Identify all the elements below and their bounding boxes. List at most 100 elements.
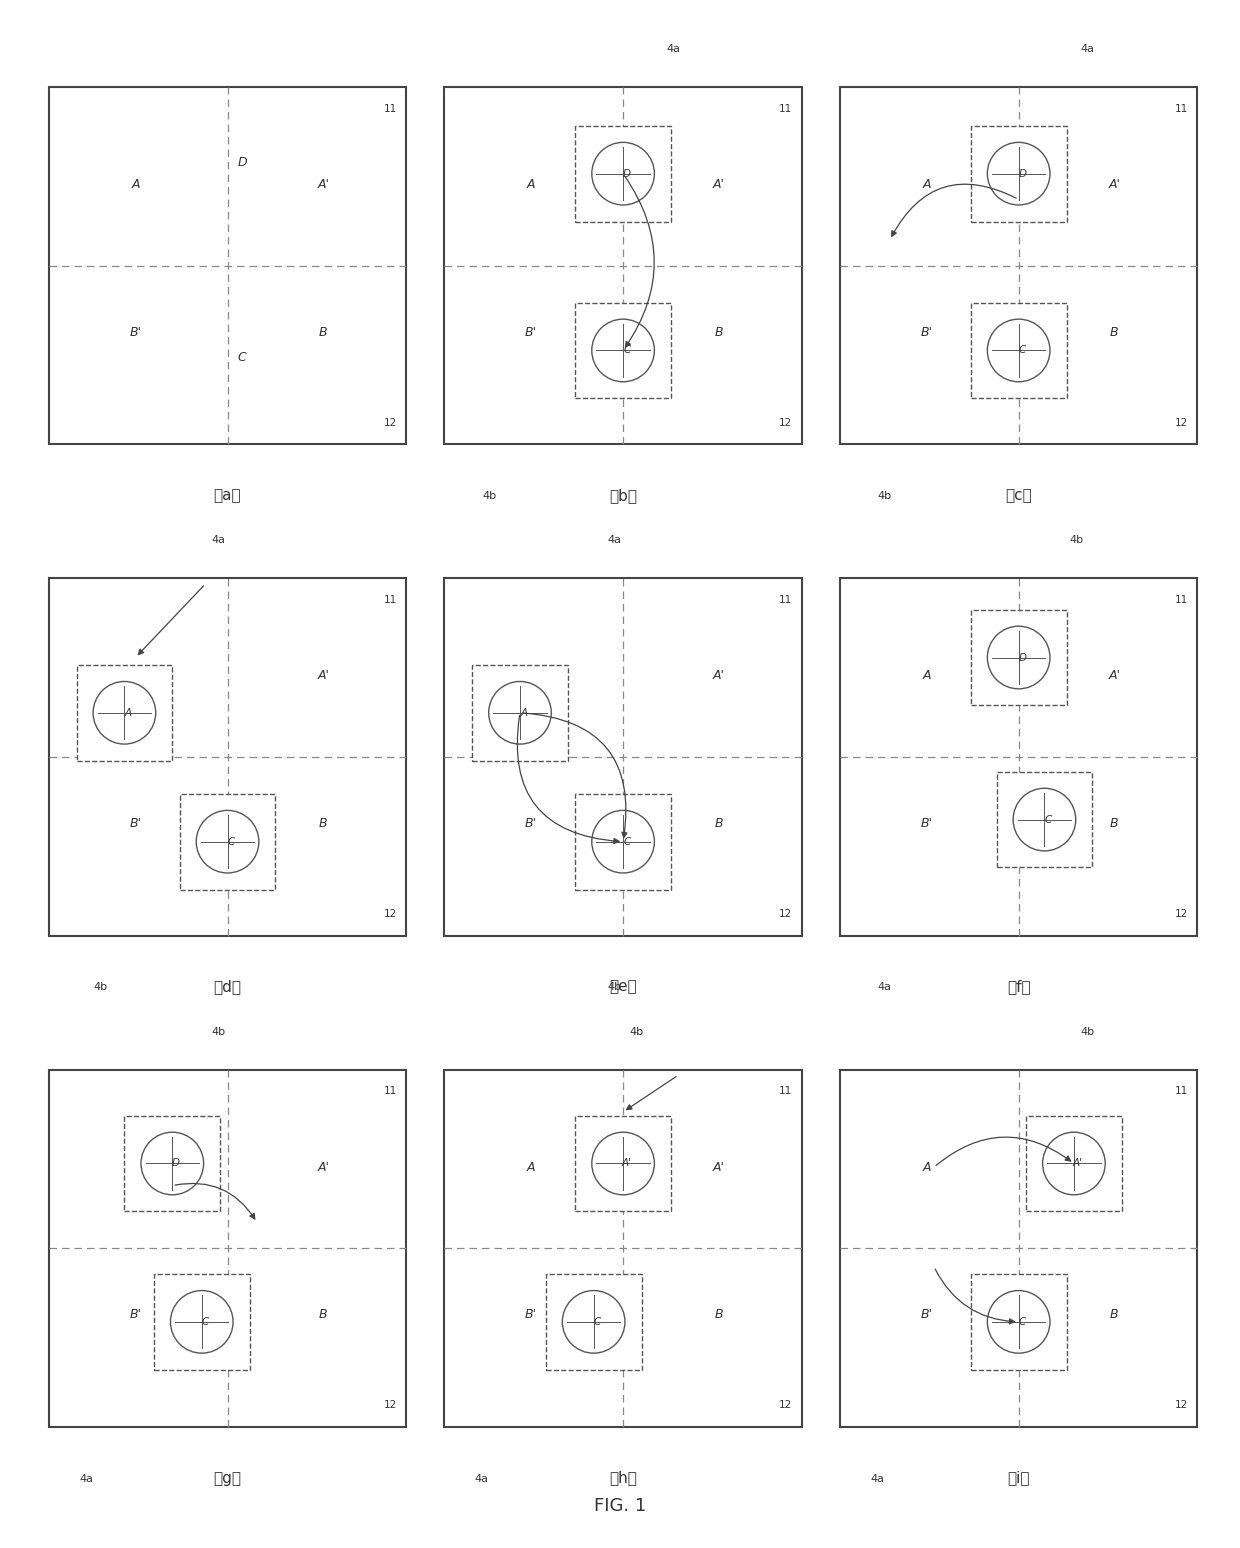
- Text: B: B: [319, 325, 327, 339]
- Text: B: B: [319, 817, 327, 830]
- Text: 11: 11: [779, 104, 792, 113]
- Bar: [1025, 1116, 1122, 1212]
- Text: A': A': [713, 178, 725, 192]
- Bar: [546, 1274, 641, 1370]
- Text: （f）: （f）: [1007, 980, 1030, 994]
- Bar: [971, 610, 1066, 706]
- Text: D: D: [1018, 169, 1027, 178]
- Text: B': B': [525, 817, 537, 830]
- Text: B': B': [920, 1308, 932, 1320]
- Text: 11: 11: [383, 594, 397, 605]
- Text: 4a: 4a: [212, 536, 226, 545]
- Text: （g）: （g）: [213, 1471, 242, 1486]
- Text: A: A: [131, 178, 140, 192]
- Text: C: C: [1044, 814, 1052, 825]
- Text: A: A: [131, 669, 140, 683]
- Circle shape: [196, 810, 259, 873]
- Text: A: A: [527, 178, 536, 192]
- Text: 4b: 4b: [94, 983, 108, 992]
- Text: D: D: [622, 169, 631, 178]
- Text: 12: 12: [383, 418, 397, 427]
- Text: 11: 11: [383, 104, 397, 113]
- Bar: [575, 125, 671, 221]
- Text: A': A': [317, 1161, 330, 1173]
- Text: 11: 11: [779, 1087, 792, 1096]
- Text: 4a: 4a: [475, 1474, 489, 1483]
- Text: A': A': [317, 178, 330, 192]
- Text: C: C: [228, 836, 234, 847]
- Text: 12: 12: [1174, 1401, 1188, 1410]
- Text: C: C: [1019, 345, 1025, 356]
- Bar: [971, 1274, 1066, 1370]
- Text: D: D: [172, 1158, 180, 1169]
- Text: 12: 12: [1174, 418, 1188, 427]
- Circle shape: [1043, 1132, 1105, 1195]
- Bar: [575, 1116, 671, 1212]
- Text: 4b: 4b: [1080, 1026, 1094, 1037]
- Text: D: D: [237, 156, 247, 169]
- Text: B: B: [714, 1308, 723, 1320]
- Text: A: A: [923, 1161, 931, 1173]
- Text: （c）: （c）: [1006, 488, 1032, 503]
- Text: （d）: （d）: [213, 980, 242, 994]
- Text: B': B': [129, 325, 141, 339]
- Text: B: B: [714, 817, 723, 830]
- Text: FIG. 1: FIG. 1: [594, 1497, 646, 1515]
- Text: B': B': [525, 1308, 537, 1320]
- Circle shape: [562, 1291, 625, 1353]
- Text: C: C: [594, 1317, 601, 1327]
- Text: （b）: （b）: [609, 488, 637, 503]
- Circle shape: [591, 810, 655, 873]
- Text: A': A': [713, 1161, 725, 1173]
- Text: 4a: 4a: [666, 45, 680, 54]
- Text: C: C: [202, 1317, 210, 1327]
- Text: A: A: [527, 669, 536, 683]
- Text: 11: 11: [1174, 1087, 1188, 1096]
- Text: 12: 12: [779, 418, 792, 427]
- Text: 4a: 4a: [870, 1474, 884, 1483]
- Text: 12: 12: [383, 909, 397, 920]
- Text: A': A': [621, 1158, 632, 1169]
- Bar: [997, 772, 1092, 867]
- Text: A': A': [1109, 1161, 1121, 1173]
- Text: B: B: [1110, 1308, 1118, 1320]
- Text: （e）: （e）: [609, 980, 637, 994]
- Text: A: A: [527, 1161, 536, 1173]
- Text: A: A: [923, 178, 931, 192]
- Bar: [971, 302, 1066, 398]
- Circle shape: [170, 1291, 233, 1353]
- Text: 4b: 4b: [212, 1026, 226, 1037]
- Text: （a）: （a）: [213, 488, 242, 503]
- Text: 11: 11: [383, 1087, 397, 1096]
- Text: 4b: 4b: [608, 983, 621, 992]
- Text: 4a: 4a: [608, 536, 621, 545]
- Text: A': A': [317, 669, 330, 683]
- Text: C: C: [624, 836, 630, 847]
- Text: A': A': [1109, 669, 1121, 683]
- Text: D: D: [1018, 653, 1027, 663]
- Circle shape: [987, 319, 1050, 382]
- Text: 4b: 4b: [482, 491, 496, 502]
- Text: 4a: 4a: [878, 983, 892, 992]
- Text: A': A': [1073, 1158, 1083, 1169]
- Text: A': A': [1109, 178, 1121, 192]
- Text: 4b: 4b: [629, 1026, 644, 1037]
- Text: 4b: 4b: [1069, 536, 1084, 545]
- Circle shape: [489, 681, 552, 745]
- Text: （i）: （i）: [1007, 1471, 1030, 1486]
- Text: 11: 11: [779, 594, 792, 605]
- Text: 4a: 4a: [1080, 45, 1094, 54]
- Circle shape: [591, 1132, 655, 1195]
- Text: C: C: [238, 351, 247, 364]
- Text: 12: 12: [383, 1401, 397, 1410]
- Bar: [154, 1274, 249, 1370]
- Text: 4a: 4a: [79, 1474, 93, 1483]
- Text: 11: 11: [1174, 104, 1188, 113]
- Circle shape: [141, 1132, 203, 1195]
- Text: 12: 12: [1174, 909, 1188, 920]
- Bar: [575, 794, 671, 890]
- Text: 11: 11: [1174, 594, 1188, 605]
- Text: 12: 12: [779, 1401, 792, 1410]
- Text: B: B: [1110, 817, 1118, 830]
- Text: A: A: [923, 669, 931, 683]
